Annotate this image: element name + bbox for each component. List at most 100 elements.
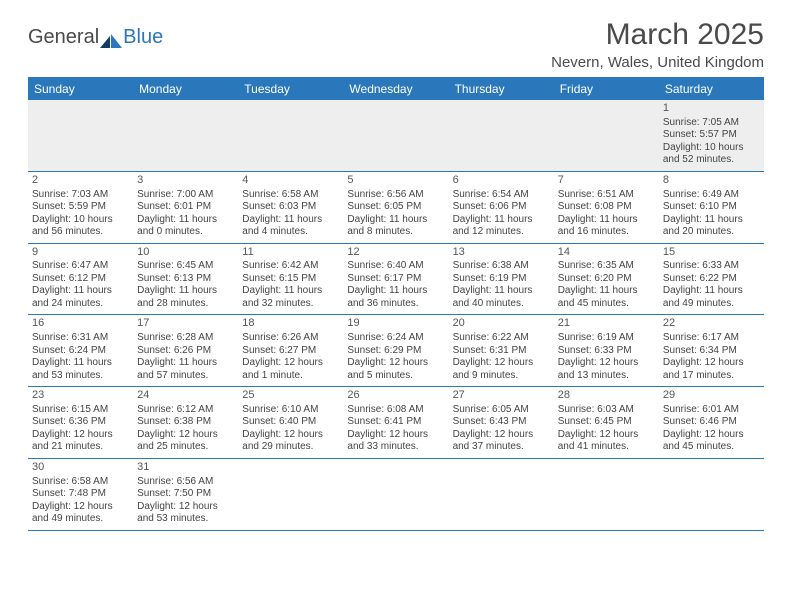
day-day2: and 1 minute. bbox=[242, 370, 339, 383]
day-number: 26 bbox=[347, 389, 444, 403]
page-header: General Blue March 2025 Nevern, Wales, U… bbox=[28, 18, 764, 71]
day-sunrise: Sunrise: 6:12 AM bbox=[137, 404, 234, 417]
day-day1: Daylight: 12 hours bbox=[32, 429, 129, 442]
day-sunrise: Sunrise: 6:15 AM bbox=[32, 404, 129, 417]
day-day2: and 56 minutes. bbox=[32, 226, 129, 239]
day-day2: and 49 minutes. bbox=[32, 513, 129, 526]
day-sunrise: Sunrise: 6:38 AM bbox=[453, 260, 550, 273]
day-number: 14 bbox=[558, 246, 655, 260]
calendar-day-cell: 30Sunrise: 6:58 AMSunset: 7:48 PMDayligh… bbox=[28, 458, 133, 530]
calendar-day-cell bbox=[28, 100, 133, 171]
day-day1: Daylight: 10 hours bbox=[32, 214, 129, 227]
calendar-day-cell: 16Sunrise: 6:31 AMSunset: 6:24 PMDayligh… bbox=[28, 315, 133, 387]
day-number: 28 bbox=[558, 389, 655, 403]
calendar-day-cell: 12Sunrise: 6:40 AMSunset: 6:17 PMDayligh… bbox=[343, 243, 448, 315]
calendar-day-cell bbox=[133, 100, 238, 171]
day-day1: Daylight: 11 hours bbox=[663, 214, 760, 227]
day-number: 27 bbox=[453, 389, 550, 403]
day-day2: and 21 minutes. bbox=[32, 441, 129, 454]
calendar-day-cell: 11Sunrise: 6:42 AMSunset: 6:15 PMDayligh… bbox=[238, 243, 343, 315]
calendar-day-cell bbox=[238, 458, 343, 530]
day-day1: Daylight: 12 hours bbox=[347, 429, 444, 442]
calendar-day-cell: 13Sunrise: 6:38 AMSunset: 6:19 PMDayligh… bbox=[449, 243, 554, 315]
day-sunset: Sunset: 6:43 PM bbox=[453, 416, 550, 429]
calendar-day-cell: 31Sunrise: 6:56 AMSunset: 7:50 PMDayligh… bbox=[133, 458, 238, 530]
day-sunset: Sunset: 6:15 PM bbox=[242, 273, 339, 286]
day-sunrise: Sunrise: 7:05 AM bbox=[663, 117, 760, 130]
calendar-week-row: 16Sunrise: 6:31 AMSunset: 6:24 PMDayligh… bbox=[28, 315, 764, 387]
calendar-day-cell: 24Sunrise: 6:12 AMSunset: 6:38 PMDayligh… bbox=[133, 387, 238, 459]
calendar-day-cell: 6Sunrise: 6:54 AMSunset: 6:06 PMDaylight… bbox=[449, 171, 554, 243]
day-day2: and 45 minutes. bbox=[663, 441, 760, 454]
day-day2: and 45 minutes. bbox=[558, 298, 655, 311]
calendar-day-cell: 22Sunrise: 6:17 AMSunset: 6:34 PMDayligh… bbox=[659, 315, 764, 387]
calendar-day-cell bbox=[343, 458, 448, 530]
calendar-day-cell bbox=[554, 458, 659, 530]
day-day1: Daylight: 12 hours bbox=[242, 357, 339, 370]
day-sunrise: Sunrise: 6:03 AM bbox=[558, 404, 655, 417]
title-block: March 2025 Nevern, Wales, United Kingdom bbox=[551, 18, 764, 71]
day-sunset: Sunset: 6:20 PM bbox=[558, 273, 655, 286]
day-number: 15 bbox=[663, 246, 760, 260]
day-day1: Daylight: 11 hours bbox=[137, 357, 234, 370]
day-day2: and 29 minutes. bbox=[242, 441, 339, 454]
day-sunrise: Sunrise: 6:22 AM bbox=[453, 332, 550, 345]
day-number: 6 bbox=[453, 174, 550, 188]
calendar-week-row: 9Sunrise: 6:47 AMSunset: 6:12 PMDaylight… bbox=[28, 243, 764, 315]
calendar-week-row: 1Sunrise: 7:05 AMSunset: 5:57 PMDaylight… bbox=[28, 100, 764, 171]
day-day1: Daylight: 11 hours bbox=[137, 285, 234, 298]
day-sunset: Sunset: 6:38 PM bbox=[137, 416, 234, 429]
day-sunrise: Sunrise: 6:19 AM bbox=[558, 332, 655, 345]
day-day2: and 57 minutes. bbox=[137, 370, 234, 383]
day-sunset: Sunset: 6:41 PM bbox=[347, 416, 444, 429]
calendar-day-cell bbox=[659, 458, 764, 530]
day-day2: and 20 minutes. bbox=[663, 226, 760, 239]
day-sunrise: Sunrise: 6:56 AM bbox=[347, 189, 444, 202]
day-sunrise: Sunrise: 6:17 AM bbox=[663, 332, 760, 345]
day-number: 12 bbox=[347, 246, 444, 260]
day-sunset: Sunset: 5:57 PM bbox=[663, 129, 760, 142]
day-day2: and 17 minutes. bbox=[663, 370, 760, 383]
calendar-day-cell bbox=[449, 100, 554, 171]
calendar-week-row: 30Sunrise: 6:58 AMSunset: 7:48 PMDayligh… bbox=[28, 458, 764, 530]
day-day1: Daylight: 12 hours bbox=[137, 429, 234, 442]
calendar-day-cell: 15Sunrise: 6:33 AMSunset: 6:22 PMDayligh… bbox=[659, 243, 764, 315]
day-sunset: Sunset: 6:46 PM bbox=[663, 416, 760, 429]
calendar-day-cell: 17Sunrise: 6:28 AMSunset: 6:26 PMDayligh… bbox=[133, 315, 238, 387]
day-sunset: Sunset: 6:13 PM bbox=[137, 273, 234, 286]
day-day1: Daylight: 12 hours bbox=[137, 501, 234, 514]
day-number: 5 bbox=[347, 174, 444, 188]
month-title: March 2025 bbox=[551, 18, 764, 52]
day-number: 16 bbox=[32, 317, 129, 331]
day-number: 13 bbox=[453, 246, 550, 260]
day-day1: Daylight: 12 hours bbox=[242, 429, 339, 442]
day-sunset: Sunset: 6:22 PM bbox=[663, 273, 760, 286]
day-number: 20 bbox=[453, 317, 550, 331]
day-header: Wednesday bbox=[343, 78, 448, 100]
day-day2: and 24 minutes. bbox=[32, 298, 129, 311]
day-sunrise: Sunrise: 6:24 AM bbox=[347, 332, 444, 345]
day-day2: and 32 minutes. bbox=[242, 298, 339, 311]
day-day1: Daylight: 11 hours bbox=[558, 214, 655, 227]
day-number: 18 bbox=[242, 317, 339, 331]
calendar-day-cell: 9Sunrise: 6:47 AMSunset: 6:12 PMDaylight… bbox=[28, 243, 133, 315]
day-sunrise: Sunrise: 6:58 AM bbox=[242, 189, 339, 202]
logo-sail-icon bbox=[100, 31, 122, 45]
location-subtitle: Nevern, Wales, United Kingdom bbox=[551, 54, 764, 71]
calendar-day-cell: 27Sunrise: 6:05 AMSunset: 6:43 PMDayligh… bbox=[449, 387, 554, 459]
day-sunset: Sunset: 6:36 PM bbox=[32, 416, 129, 429]
day-number: 21 bbox=[558, 317, 655, 331]
day-day2: and 49 minutes. bbox=[663, 298, 760, 311]
day-sunset: Sunset: 6:03 PM bbox=[242, 201, 339, 214]
day-day1: Daylight: 12 hours bbox=[558, 429, 655, 442]
day-header-row: SundayMondayTuesdayWednesdayThursdayFrid… bbox=[28, 78, 764, 100]
day-day1: Daylight: 11 hours bbox=[347, 285, 444, 298]
logo-text-2: Blue bbox=[123, 26, 163, 49]
day-sunrise: Sunrise: 6:26 AM bbox=[242, 332, 339, 345]
day-day1: Daylight: 12 hours bbox=[453, 357, 550, 370]
day-day1: Daylight: 11 hours bbox=[453, 285, 550, 298]
day-sunset: Sunset: 6:29 PM bbox=[347, 345, 444, 358]
calendar-week-row: 2Sunrise: 7:03 AMSunset: 5:59 PMDaylight… bbox=[28, 171, 764, 243]
day-day1: Daylight: 11 hours bbox=[663, 285, 760, 298]
calendar-table: SundayMondayTuesdayWednesdayThursdayFrid… bbox=[28, 78, 764, 531]
